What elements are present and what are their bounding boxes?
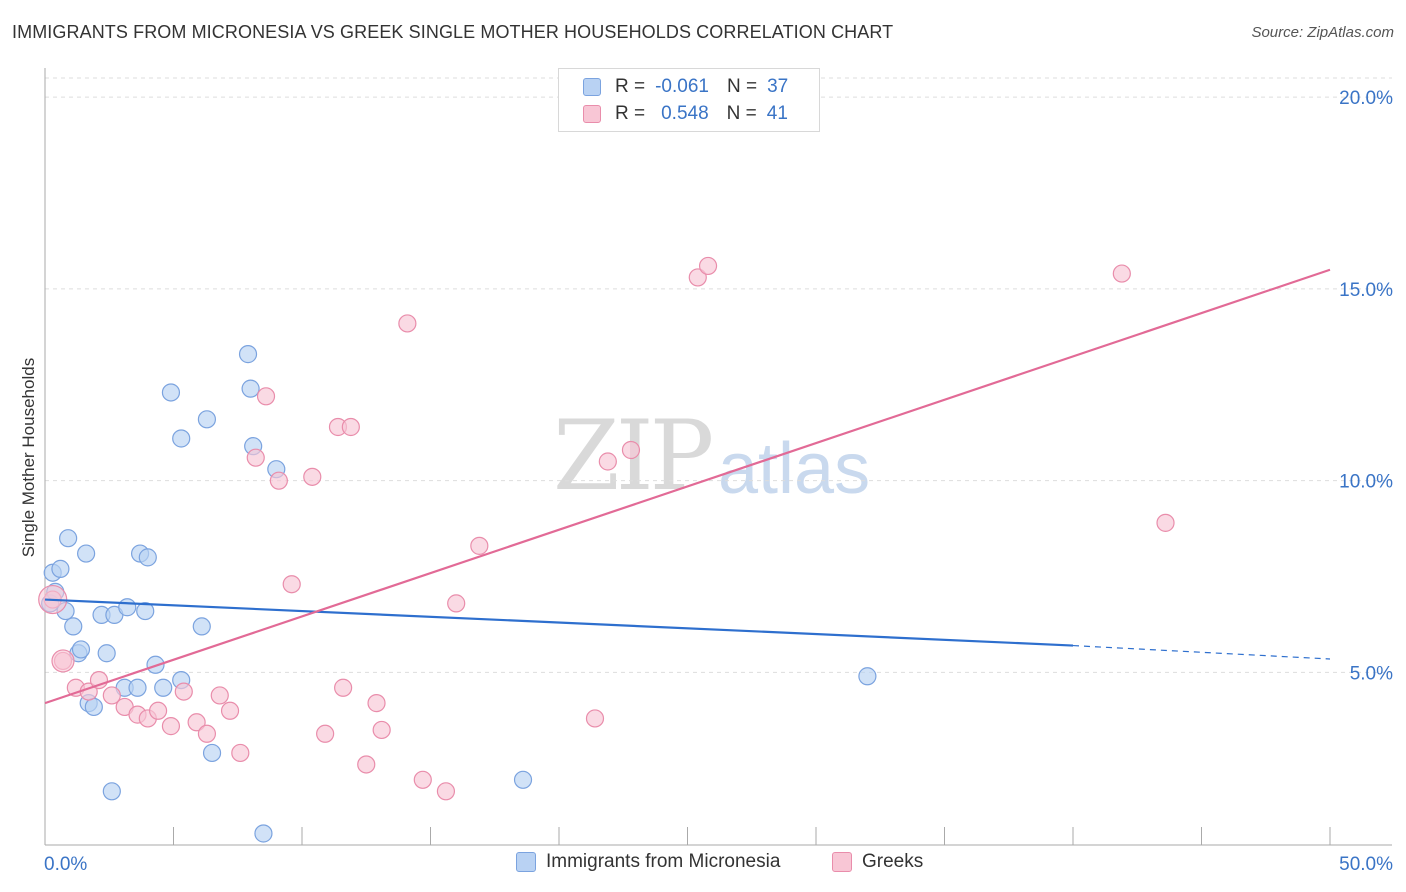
trendline-micronesia-extension [1072,644,1331,660]
point-micronesia [161,383,181,402]
point-greeks [102,686,121,705]
point-greeks [334,678,353,697]
legend-r-value: -0.061 [655,76,709,97]
legend-swatch-greeks [832,852,852,872]
point-greeks [197,724,217,743]
point-greeks [398,314,417,333]
point-greeks [231,743,250,763]
point-micronesia [64,617,83,636]
point-greeks [621,440,641,460]
legend-r-value: 0.548 [661,103,709,124]
legend-n-label: N = [726,103,757,124]
point-micronesia [241,379,260,398]
point-greeks [470,536,489,555]
point-greeks [187,713,206,732]
y-tick-label: 10.0% [1339,472,1393,493]
point-greeks [303,467,322,486]
point-greeks [698,256,718,276]
point-micronesia [59,529,78,548]
trendline-greeks [44,268,1331,705]
point-micronesia [136,601,155,621]
point-micronesia [513,770,533,789]
point-greeks [372,720,391,740]
point-greeks [357,755,376,774]
y-axis-label: Single Mother Households [19,358,38,557]
watermark-atlas: atlas [718,429,871,509]
y-tick-label: 15.0% [1339,280,1393,301]
point-micronesia [71,640,91,659]
point-greeks [246,448,265,467]
point-micronesia [254,824,273,843]
point-micronesia [51,559,70,578]
legend-swatch-micronesia [583,78,601,96]
point-micronesia [102,782,121,801]
point-greeks [51,649,75,673]
series-legend: Immigrants from Micronesia Greeks [0,851,1406,877]
legend-swatch-micronesia [516,852,536,872]
point-greeks [161,717,181,736]
legend-swatch-greeks [583,105,601,123]
trendline-micronesia [44,598,1074,647]
point-micronesia [197,410,217,429]
point-greeks [148,701,168,720]
y-tick-label: 20.0% [1339,88,1393,109]
legend-label-greeks: Greeks [862,851,924,872]
point-micronesia [238,345,258,364]
x-tick-label: 0.0% [44,854,87,875]
point-micronesia [97,644,116,663]
point-greeks [1156,513,1175,532]
point-micronesia [138,548,157,567]
point-micronesia [128,678,147,697]
point-micronesia [858,667,877,686]
point-greeks [269,471,288,490]
point-greeks [436,782,456,801]
point-greeks [256,387,276,406]
legend-label-micronesia: Immigrants from Micronesia [546,851,781,872]
point-greeks [210,686,229,705]
point-greeks [282,575,301,594]
point-micronesia [202,743,222,763]
source-label: Source: ZipAtlas.com [1251,24,1394,41]
point-micronesia [77,544,96,563]
point-micronesia [192,617,211,636]
legend-r-label: R = [615,76,646,97]
legend-item-micronesia[interactable]: Immigrants from Micronesia [516,851,780,873]
point-greeks [585,709,605,728]
legend-item-greeks[interactable]: Greeks [832,851,923,873]
point-greeks [341,417,360,437]
legend-row-micronesia: R = -0.061 N = 37 [583,74,788,100]
point-greeks [413,770,432,789]
point-greeks [598,452,617,471]
legend-r-label: R = [615,103,646,124]
legend-n-value: 37 [767,76,789,97]
point-micronesia [172,429,191,448]
legend-n-label: N = [726,76,758,97]
point-greeks [1112,264,1131,283]
point-micronesia [84,697,103,717]
point-greeks [174,682,193,701]
point-greeks [367,694,386,713]
y-tick-label: 5.0% [1350,663,1393,684]
point-micronesia [154,678,173,697]
point-greeks [220,701,240,720]
point-greeks [447,594,466,613]
x-tick-label: 50.0% [1339,854,1393,875]
legend-row-greeks: R = 0.548 N = 41 [583,101,788,127]
legend-n-value: 41 [766,103,788,124]
chart-title: IMMIGRANTS FROM MICRONESIA VS GREEK SING… [12,22,894,42]
point-micronesia [118,598,137,617]
point-greeks [688,268,707,287]
stats-legend: R = -0.061 N = 37 R = 0.548 N = 41 [558,68,820,132]
point-greeks [316,724,335,743]
